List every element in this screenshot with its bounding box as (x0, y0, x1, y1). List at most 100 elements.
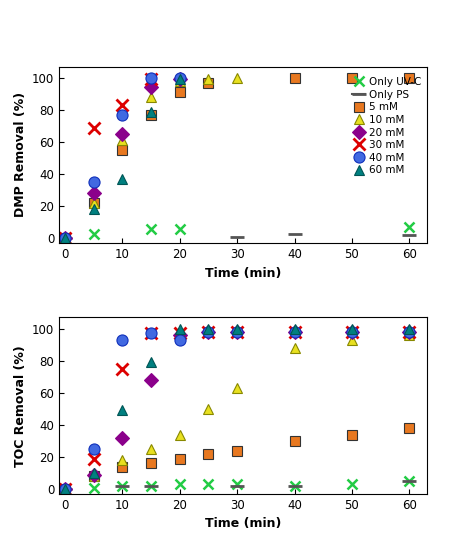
Only UV-C (206, 481, 211, 488)
Line: 60 mM: 60 mM (60, 74, 185, 243)
60 mM (292, 325, 297, 332)
10 mM (349, 336, 355, 343)
10 mM (148, 94, 154, 100)
Only PS (407, 232, 412, 239)
20 mM (62, 486, 68, 492)
Line: Only PS: Only PS (58, 226, 416, 245)
Line: 40 mM: 40 mM (59, 72, 185, 244)
20 mM (234, 329, 240, 335)
Only PS (234, 483, 240, 490)
10 mM (91, 473, 97, 480)
5 mM (177, 455, 182, 462)
60 mM (206, 325, 211, 332)
5 mM (407, 74, 412, 81)
Only UV-C (292, 483, 297, 490)
10 mM (234, 385, 240, 391)
10 mM (407, 332, 412, 339)
Only PS (119, 483, 125, 490)
40 mM (206, 329, 211, 335)
Only UV-C (91, 484, 97, 491)
40 mM (62, 235, 68, 242)
30 mM (62, 235, 68, 242)
Line: Only UV-C: Only UV-C (60, 222, 414, 243)
Line: Only UV-C: Only UV-C (60, 476, 414, 494)
Line: Only PS: Only PS (58, 474, 416, 496)
5 mM (91, 200, 97, 206)
Line: 60 mM: 60 mM (60, 324, 414, 494)
Line: 30 mM: 30 mM (59, 74, 156, 244)
40 mM (119, 336, 125, 343)
Only UV-C (407, 224, 412, 230)
10 mM (234, 74, 240, 81)
5 mM (148, 460, 154, 467)
40 mM (234, 329, 240, 335)
60 mM (62, 486, 68, 492)
30 mM (407, 329, 412, 335)
Only UV-C (177, 481, 182, 488)
10 mM (206, 406, 211, 412)
Only UV-C (177, 225, 182, 232)
X-axis label: Time (min): Time (min) (205, 266, 281, 280)
40 mM (407, 329, 412, 335)
5 mM (62, 486, 68, 492)
20 mM (91, 190, 97, 197)
60 mM (234, 325, 240, 332)
5 mM (292, 74, 297, 81)
5 mM (292, 438, 297, 445)
20 mM (177, 76, 182, 83)
5 mM (349, 431, 355, 438)
Only UV-C (349, 481, 355, 488)
Only UV-C (62, 235, 68, 242)
20 mM (91, 471, 97, 478)
5 mM (234, 447, 240, 454)
30 mM (148, 76, 154, 83)
Only UV-C (91, 230, 97, 237)
60 mM (349, 325, 355, 332)
5 mM (119, 463, 125, 470)
40 mM (349, 329, 355, 335)
10 mM (206, 76, 211, 83)
60 mM (91, 206, 97, 213)
10 mM (62, 486, 68, 492)
20 mM (119, 130, 125, 137)
Line: 10 mM: 10 mM (60, 330, 414, 494)
Only PS (148, 483, 154, 490)
Line: 10 mM: 10 mM (60, 73, 242, 243)
40 mM (292, 329, 297, 335)
40 mM (62, 486, 68, 492)
Only PS (292, 483, 297, 490)
Only UV-C (407, 478, 412, 485)
60 mM (148, 108, 154, 115)
Line: 5 mM: 5 mM (60, 423, 414, 494)
Line: 40 mM: 40 mM (59, 326, 415, 495)
Y-axis label: DMP Removal (%): DMP Removal (%) (14, 92, 27, 218)
40 mM (148, 330, 154, 337)
Only PS (234, 234, 240, 240)
20 mM (349, 329, 355, 335)
30 mM (62, 486, 68, 492)
10 mM (292, 345, 297, 351)
5 mM (349, 74, 355, 81)
20 mM (292, 329, 297, 335)
30 mM (91, 124, 97, 131)
Only UV-C (234, 481, 240, 488)
5 mM (177, 89, 182, 95)
30 mM (234, 329, 240, 335)
60 mM (148, 359, 154, 366)
30 mM (148, 330, 154, 337)
X-axis label: Time (min): Time (min) (205, 517, 281, 531)
30 mM (177, 330, 182, 337)
20 mM (407, 329, 412, 335)
10 mM (177, 78, 182, 84)
60 mM (177, 325, 182, 332)
20 mM (119, 435, 125, 441)
5 mM (91, 473, 97, 480)
30 mM (292, 329, 297, 335)
Only UV-C (119, 483, 125, 490)
40 mM (91, 179, 97, 185)
Only PS (62, 235, 68, 242)
20 mM (177, 332, 182, 339)
5 mM (62, 235, 68, 242)
Line: 20 mM: 20 mM (60, 327, 414, 494)
5 mM (206, 79, 211, 86)
